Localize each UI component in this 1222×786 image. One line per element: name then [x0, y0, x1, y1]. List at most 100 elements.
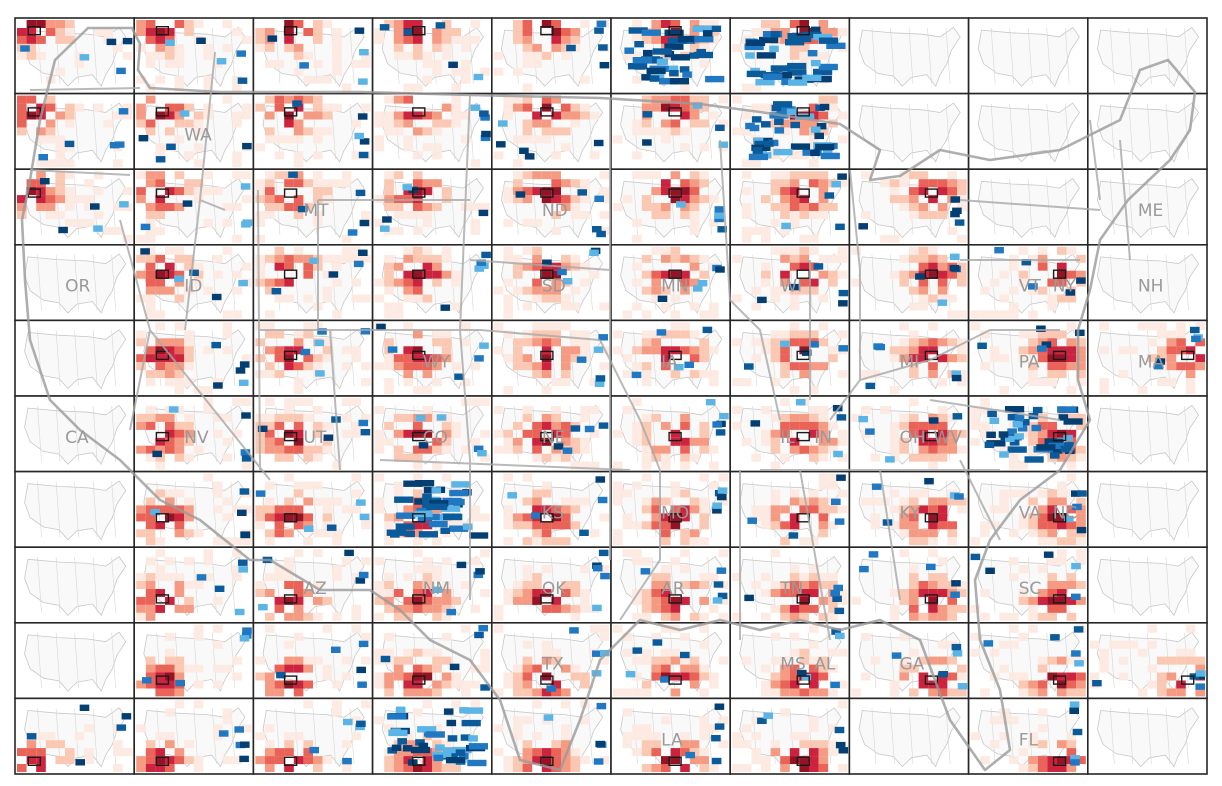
map-cell: [133, 319, 255, 397]
heat-block: [561, 732, 571, 741]
heat-block: [899, 549, 909, 558]
heat-block: [145, 278, 156, 287]
heat-block: [470, 218, 481, 227]
heat-block: [770, 497, 781, 506]
mini-state-line: [1128, 405, 1134, 462]
heat-block: [680, 187, 690, 196]
negative-block: [410, 746, 431, 754]
heat-block: [651, 748, 661, 757]
heat-block: [503, 103, 513, 112]
heat-block: [303, 589, 313, 597]
heat-block: [561, 362, 571, 371]
heat-block: [670, 437, 681, 446]
heat-block: [65, 159, 75, 168]
heat-block: [74, 103, 85, 112]
negative-block: [763, 73, 783, 80]
map-cell: [1087, 319, 1208, 397]
heat-block: [351, 294, 361, 303]
heat-block: [513, 195, 523, 204]
heat-block: [541, 764, 552, 772]
heat-block: [265, 740, 275, 749]
heat-block: [1176, 656, 1186, 665]
negative-block: [468, 743, 488, 750]
heat-block: [1018, 565, 1029, 574]
heat-block: [809, 497, 819, 506]
heat-block: [393, 211, 404, 219]
mini-state-line: [1147, 405, 1152, 462]
heat-block: [155, 195, 165, 204]
heat-block: [422, 75, 433, 84]
heat-block: [274, 748, 285, 757]
heat-block: [947, 537, 957, 546]
heat-block: [393, 764, 404, 772]
heat-block: [384, 203, 394, 211]
heat-block: [313, 581, 323, 589]
negative-block: [449, 489, 469, 497]
heat-block: [1037, 429, 1048, 438]
heat-block: [689, 437, 700, 446]
heat-block: [632, 171, 642, 180]
state-label: MT: [304, 201, 330, 221]
map-cells: [14, 17, 1208, 775]
negative-block: [774, 127, 785, 134]
heat-block: [284, 573, 294, 582]
heat-block: [1009, 716, 1019, 725]
heat-block: [165, 764, 175, 772]
mini-state-line: [349, 103, 355, 160]
heat-block: [661, 624, 671, 633]
heat-block: [293, 445, 304, 454]
heat-block: [165, 596, 175, 605]
heat-block: [413, 51, 423, 60]
heat-block: [957, 589, 967, 597]
heat-block: [957, 270, 967, 279]
heat-block: [680, 453, 690, 462]
heat-block: [65, 143, 75, 152]
mini-state-line: [92, 103, 98, 160]
heat-block: [255, 254, 265, 263]
heat-block: [84, 203, 94, 211]
heat-block: [580, 20, 590, 28]
heat-block: [1099, 656, 1109, 665]
heat-block: [937, 521, 948, 530]
heat-block: [451, 28, 461, 36]
heat-block: [432, 362, 442, 371]
heat-block: [145, 604, 156, 613]
heat-block: [632, 481, 642, 490]
heat-block: [393, 302, 404, 311]
heat-block: [422, 596, 433, 605]
heat-block: [909, 330, 919, 339]
heat-block: [751, 756, 761, 765]
heat-block: [84, 218, 94, 227]
heat-block: [541, 20, 552, 28]
heat-block: [818, 529, 829, 538]
heat-block: [136, 354, 146, 363]
negative-block: [697, 280, 708, 287]
heat-block: [1076, 445, 1086, 454]
heat-block: [322, 270, 333, 279]
negative-block: [834, 518, 845, 525]
heat-block: [503, 537, 513, 546]
heat-block: [145, 612, 156, 621]
map-cell: [133, 621, 255, 700]
heat-block: [680, 740, 690, 749]
negative-block: [449, 525, 469, 532]
negative-block: [360, 328, 371, 335]
home-cell-marker: [668, 350, 682, 361]
negative-block: [1092, 680, 1102, 687]
heat-block: [632, 119, 642, 128]
negative-block: [714, 703, 725, 710]
heat-block: [632, 278, 642, 287]
heat-block: [818, 413, 829, 422]
heat-block: [651, 95, 661, 104]
heat-block: [274, 278, 285, 287]
heat-block: [889, 688, 900, 697]
mini-state-line: [468, 254, 474, 311]
heat-block: [293, 656, 304, 665]
heat-block: [789, 330, 800, 339]
negative-block: [952, 413, 963, 420]
negative-block: [396, 512, 416, 519]
heat-block: [322, 354, 333, 363]
heat-block: [45, 127, 56, 136]
heat-block: [293, 211, 304, 219]
heat-block: [770, 171, 781, 180]
